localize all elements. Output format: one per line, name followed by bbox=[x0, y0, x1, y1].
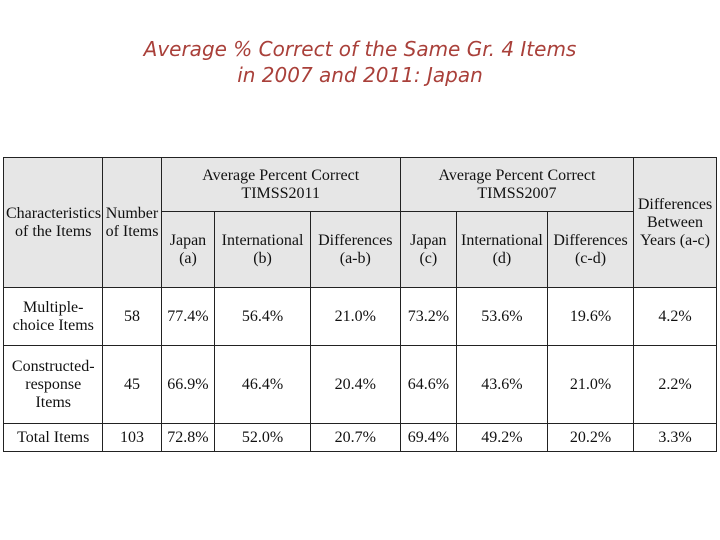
row-label: Constructed-response Items bbox=[2, 345, 104, 424]
cell-number-of-items: 58 bbox=[102, 287, 162, 346]
header-differences-cd-line-2: (c-d) bbox=[574, 249, 607, 267]
header-japan-a-line-1: Japan bbox=[169, 231, 207, 249]
header-japan-c: Japan (c) bbox=[399, 211, 457, 288]
cell-japan-2007: 73.2% bbox=[399, 287, 457, 346]
header-characteristics: Characteristics of the Items bbox=[2, 157, 104, 288]
header-japan-a: Japan (a) bbox=[160, 211, 216, 288]
table-row: Multiple-choice Items 58 77.4% 56.4% 21.… bbox=[2, 287, 717, 346]
header-group-2007-line-2: TIMSS2007 bbox=[477, 184, 557, 202]
cell-international-2007: 43.6% bbox=[455, 345, 549, 424]
header-japan-a-line-2: (a) bbox=[179, 249, 197, 267]
cell-japan-2007: 64.6% bbox=[399, 345, 457, 424]
header-differences-cd: Differences (c-d) bbox=[547, 211, 635, 288]
slide-title: Average % Correct of the Same Gr. 4 Item… bbox=[0, 36, 720, 88]
cell-difference-cd: 19.6% bbox=[547, 287, 635, 346]
header-international-d-line-1: International bbox=[461, 231, 543, 249]
title-line-1: Average % Correct of the Same Gr. 4 Item… bbox=[143, 37, 577, 61]
header-group-2007: Average Percent Correct TIMSS2007 bbox=[399, 157, 635, 212]
header-international-d: International (d) bbox=[455, 211, 549, 288]
header-international-b: International (b) bbox=[214, 211, 311, 288]
cell-japan-2011: 66.9% bbox=[160, 345, 216, 424]
cell-international-2007: 49.2% bbox=[455, 423, 549, 452]
cell-international-2007: 53.6% bbox=[455, 287, 549, 346]
table-row: Constructed-response Items 45 66.9% 46.4… bbox=[2, 345, 717, 424]
cell-number-of-items: 103 bbox=[102, 423, 162, 452]
row-label: Multiple-choice Items bbox=[2, 287, 104, 346]
header-differences-ab-line-1: Differences bbox=[318, 231, 393, 249]
header-row-2: Japan (a) International (b) Differences … bbox=[4, 211, 717, 288]
cell-japan-2011: 77.4% bbox=[160, 287, 216, 346]
row-label: Total Items bbox=[2, 423, 104, 452]
title-line-2: in 2007 and 2011: Japan bbox=[237, 63, 483, 87]
header-differences-ab-line-2: (a-b) bbox=[339, 249, 371, 267]
header-international-b-line-2: (b) bbox=[253, 249, 272, 267]
cell-international-2011: 46.4% bbox=[214, 345, 311, 424]
cell-difference-cd: 21.0% bbox=[547, 345, 635, 424]
cell-difference-years: 2.2% bbox=[633, 345, 717, 424]
header-number-of-items: Number of Items bbox=[102, 157, 162, 288]
cell-difference-years: 4.2% bbox=[633, 287, 717, 346]
header-group-2007-line-1: Average Percent Correct bbox=[438, 166, 596, 184]
cell-difference-ab: 20.7% bbox=[309, 423, 401, 452]
cell-number-of-items: 45 bbox=[102, 345, 162, 424]
header-differences-cd-line-1: Differences bbox=[553, 231, 628, 249]
cell-difference-years: 3.3% bbox=[633, 423, 717, 452]
cell-international-2011: 56.4% bbox=[214, 287, 311, 346]
table-row: Total Items 103 72.8% 52.0% 20.7% 69.4% … bbox=[2, 423, 717, 452]
header-japan-c-line-2: (c) bbox=[419, 249, 438, 267]
header-group-2011-line-1: Average Percent Correct bbox=[202, 166, 360, 184]
cell-difference-ab: 21.0% bbox=[309, 287, 401, 346]
results-table: Characteristics of the Items Number of I… bbox=[2, 157, 717, 452]
header-international-d-line-2: (d) bbox=[492, 249, 512, 267]
header-differences-ab: Differences (a-b) bbox=[309, 211, 401, 288]
header-international-b-line-1: International bbox=[221, 231, 304, 249]
header-group-2011-line-2: TIMSS2011 bbox=[241, 184, 320, 202]
header-group-2011: Average Percent Correct TIMSS2011 bbox=[160, 157, 401, 212]
header-japan-c-line-1: Japan bbox=[410, 231, 447, 249]
cell-difference-cd: 20.2% bbox=[547, 423, 635, 452]
cell-japan-2011: 72.8% bbox=[160, 423, 216, 452]
cell-international-2011: 52.0% bbox=[214, 423, 311, 452]
header-row-1: Characteristics of the Items Number of I… bbox=[2, 157, 717, 288]
cell-japan-2007: 69.4% bbox=[399, 423, 457, 452]
cell-difference-ab: 20.4% bbox=[309, 345, 401, 424]
header-differences-between-years: Differences Between Years (a-c) bbox=[633, 157, 717, 288]
